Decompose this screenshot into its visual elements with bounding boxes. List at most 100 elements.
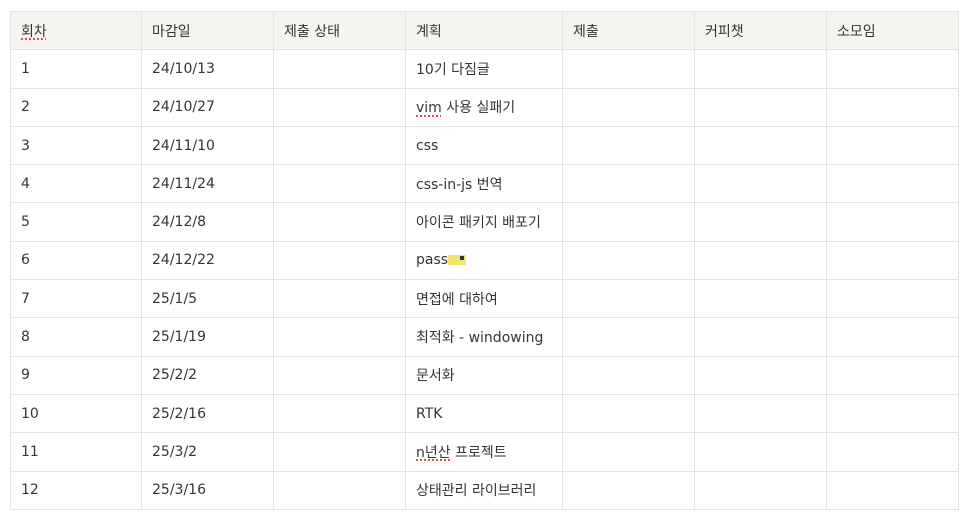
submit-cell[interactable] [562, 317, 695, 357]
round-cell[interactable]: 5 [10, 202, 142, 242]
status-cell[interactable] [273, 393, 406, 434]
coffee-chat-cell[interactable] [694, 279, 827, 319]
deadline-cell[interactable]: 25/2/16 [141, 393, 274, 434]
meetup-cell[interactable] [826, 240, 959, 281]
plan-text: 아이콘 패키지 배포기 [416, 215, 541, 232]
plan-cell[interactable]: 문서화 [405, 355, 563, 395]
plan-cell[interactable]: 상태관리 라이브러리 [405, 470, 563, 510]
round-cell[interactable]: 11 [10, 432, 142, 472]
meetup-cell[interactable] [826, 470, 959, 510]
round-cell[interactable]: 10 [10, 393, 142, 434]
deadline-cell[interactable]: 24/12/8 [141, 202, 274, 242]
plan-cell[interactable]: css [405, 125, 563, 166]
submit-cell[interactable] [562, 432, 695, 472]
plan-cell[interactable]: css-in-js 번역 [405, 164, 563, 204]
coffee-chat-cell[interactable] [694, 317, 827, 357]
meetup-cell[interactable] [826, 202, 959, 242]
column-header-status[interactable]: 제출 상태 [273, 10, 406, 51]
coffee-chat-cell[interactable] [694, 432, 827, 472]
plan-cell[interactable]: 10기 다짐글 [405, 49, 563, 89]
plan-text: css-in-js 번역 [416, 176, 503, 193]
meetup-cell[interactable] [826, 49, 959, 89]
plan-cell[interactable]: 면접에 대하여 [405, 279, 563, 319]
deadline-cell[interactable]: 24/11/10 [141, 125, 274, 166]
submit-cell[interactable] [562, 393, 695, 434]
plan-text: pass [416, 252, 449, 269]
plan-text: 면접에 대하여 [416, 291, 498, 308]
coffee-chat-cell[interactable] [694, 164, 827, 204]
deadline-cell[interactable]: 25/1/19 [141, 317, 274, 357]
column-header-deadline[interactable]: 마감일 [141, 10, 274, 51]
status-cell[interactable] [273, 49, 406, 89]
meetup-cell[interactable] [826, 317, 959, 357]
meetup-cell[interactable] [826, 432, 959, 472]
meetup-cell[interactable] [826, 125, 959, 166]
round-cell[interactable]: 2 [10, 87, 142, 127]
status-cell[interactable] [273, 164, 406, 204]
status-cell[interactable] [273, 470, 406, 510]
coffee-chat-cell[interactable] [694, 202, 827, 242]
column-header-round[interactable]: 회차 [10, 10, 142, 51]
status-cell[interactable] [273, 87, 406, 127]
coffee-chat-cell[interactable] [694, 125, 827, 166]
coffee-chat-cell[interactable] [694, 393, 827, 434]
status-cell[interactable] [273, 279, 406, 319]
plan-cell[interactable]: pass [405, 240, 563, 281]
status-cell[interactable] [273, 317, 406, 357]
coffee-chat-cell[interactable] [694, 240, 827, 281]
submit-cell[interactable] [562, 355, 695, 395]
meetup-cell[interactable] [826, 355, 959, 395]
submit-cell[interactable] [562, 49, 695, 89]
round-cell[interactable]: 9 [10, 355, 142, 395]
meetup-cell[interactable] [826, 164, 959, 204]
plan-cell[interactable]: 최적화 - windowing [405, 317, 563, 357]
plan-cell[interactable]: 아이콘 패키지 배포기 [405, 202, 563, 242]
round-cell[interactable]: 4 [10, 164, 142, 204]
plan-cell[interactable]: RTK [405, 393, 563, 434]
column-header-plan[interactable]: 계획 [405, 10, 563, 51]
coffee-chat-cell[interactable] [694, 87, 827, 127]
column-header-meetup[interactable]: 소모임 [826, 10, 959, 51]
submit-cell[interactable] [562, 87, 695, 127]
submit-cell[interactable] [562, 279, 695, 319]
round-cell[interactable]: 1 [10, 49, 142, 89]
status-cell[interactable] [273, 240, 406, 281]
deadline-cell[interactable]: 25/1/5 [141, 279, 274, 319]
submit-cell[interactable] [562, 125, 695, 166]
plan-cell[interactable]: vim 사용 실패기 [405, 87, 563, 127]
status-cell[interactable] [273, 202, 406, 242]
status-cell[interactable] [273, 125, 406, 166]
meetup-cell[interactable] [826, 393, 959, 434]
deadline-cell[interactable]: 25/3/2 [141, 432, 274, 472]
column-header-submit[interactable]: 제출 [562, 10, 695, 51]
plan-cell[interactable]: n년산 프로젝트 [405, 432, 563, 472]
coffee-chat-cell[interactable] [694, 355, 827, 395]
coffee-chat-cell[interactable] [694, 49, 827, 89]
status-cell[interactable] [273, 355, 406, 395]
status-cell[interactable] [273, 432, 406, 472]
deadline-cell[interactable]: 24/10/13 [141, 49, 274, 89]
column-header-coffee-chat[interactable]: 커피챗 [694, 10, 827, 51]
round-cell[interactable]: 7 [10, 279, 142, 319]
misspelled-word: n년산 [416, 444, 451, 461]
submit-cell[interactable] [562, 240, 695, 281]
submit-cell[interactable] [562, 470, 695, 510]
deadline-cell[interactable]: 24/11/24 [141, 164, 274, 204]
meetup-cell[interactable] [826, 279, 959, 319]
submit-cell[interactable] [562, 164, 695, 204]
round-cell[interactable]: 12 [10, 470, 142, 510]
meetup-cell[interactable] [826, 87, 959, 127]
deadline-cell[interactable]: 25/2/2 [141, 355, 274, 395]
deadline-cell[interactable]: 25/3/16 [141, 470, 274, 510]
round-cell[interactable]: 3 [10, 125, 142, 166]
coffee-chat-cell[interactable] [694, 470, 827, 510]
deadline-cell[interactable]: 24/12/22 [141, 240, 274, 281]
plan-text: 문서화 [416, 368, 455, 385]
submit-cell[interactable] [562, 202, 695, 242]
plan-text: 프로젝트 [450, 444, 507, 461]
round-cell[interactable]: 6 [10, 240, 142, 281]
plan-text: 최적화 - windowing [416, 330, 544, 347]
round-cell[interactable]: 8 [10, 317, 142, 357]
deadline-cell[interactable]: 24/10/27 [141, 87, 274, 127]
table-row: 10 25/2/16 RTK [10, 393, 959, 434]
